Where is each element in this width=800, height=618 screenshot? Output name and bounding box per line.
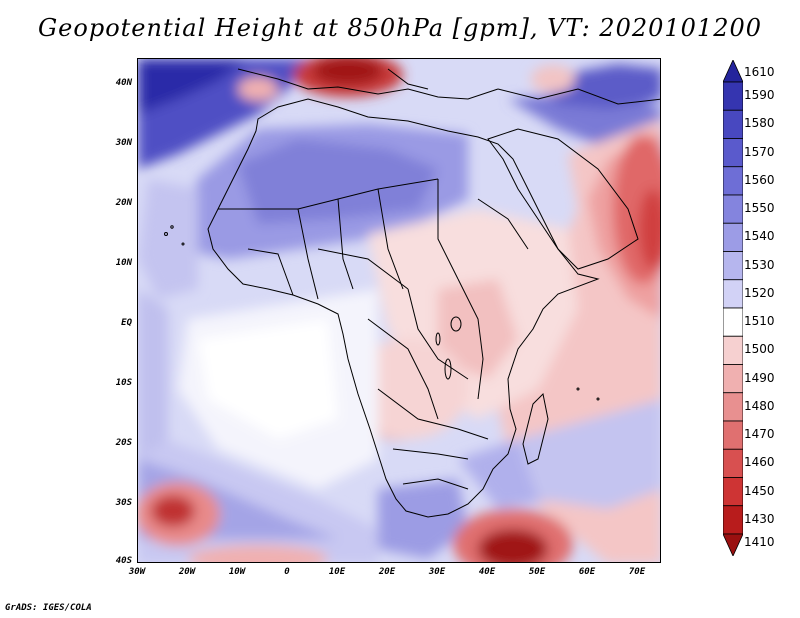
colorbar-label: 1540: [744, 229, 775, 244]
lon-label-10w: 10W: [228, 567, 246, 577]
lat-label-10s: 10S: [115, 378, 132, 388]
colorbar-segment: [723, 166, 743, 196]
colorbar-label: 1470: [744, 427, 775, 442]
lat-label-20s: 20S: [115, 438, 132, 448]
colorbar-segment: [723, 279, 743, 309]
lon-label-10e: 10E: [328, 567, 346, 577]
lon-label-30w: 30W: [128, 567, 146, 577]
colorbar-segment: [723, 505, 743, 535]
colorbar-segment: [723, 477, 743, 507]
lon-label-40e: 40E: [478, 567, 496, 577]
lon-label-20w: 20W: [178, 567, 196, 577]
colorbar-label: 1510: [744, 314, 775, 329]
colorbar-segment: [723, 222, 743, 252]
colorbar-label: 1570: [744, 144, 775, 159]
field-shading: [138, 59, 660, 562]
colorbar-label: 1550: [744, 201, 775, 216]
lon-label-50e: 50E: [528, 567, 546, 577]
colorbar-label: 1560: [744, 172, 775, 187]
colorbar: [723, 60, 743, 556]
colorbar-segment: [723, 420, 743, 450]
lon-label-20e: 20E: [378, 567, 396, 577]
lat-label-40s: 40S: [115, 556, 132, 566]
colorbar-segment: [723, 138, 743, 168]
colorbar-label: 1450: [744, 483, 775, 498]
credit-label: GrADS: IGES/COLA: [5, 603, 92, 613]
lon-label-30e: 30E: [428, 567, 446, 577]
lat-label-10n: 10N: [115, 258, 132, 268]
colorbar-label: 1460: [744, 455, 775, 470]
map-panel: [137, 58, 661, 563]
lat-label-40n: 40N: [115, 78, 132, 88]
lon-label-70e: 70E: [628, 567, 646, 577]
colorbar-label: 1580: [744, 116, 775, 131]
lat-label-30n: 30N: [115, 138, 132, 148]
colorbar-label: 1610: [744, 65, 775, 80]
lat-label-30s: 30S: [115, 498, 132, 508]
colorbar-segment: [723, 194, 743, 224]
colorbar-segment: [723, 251, 743, 281]
colorbar-segment: [723, 307, 743, 337]
colorbar-label: 1590: [744, 88, 775, 103]
colorbar-label: 1480: [744, 398, 775, 413]
lat-label-eq: EQ: [121, 318, 132, 328]
colorbar-label: 1530: [744, 257, 775, 272]
colorbar-segment: [723, 335, 743, 365]
colorbar-segment: [723, 109, 743, 139]
colorbar-label: 1490: [744, 370, 775, 385]
colorbar-bottom-triangle: [723, 533, 743, 556]
coastlines: [164, 68, 660, 518]
lon-label-60e: 60E: [578, 567, 596, 577]
colorbar-label: 1410: [744, 534, 775, 549]
colorbar-label: 1520: [744, 285, 775, 300]
colorbar-segment: [723, 448, 743, 478]
colorbar-top-triangle: [723, 60, 743, 83]
colorbar-segment: [723, 364, 743, 394]
colorbar-segment: [723, 81, 743, 111]
lat-label-20n: 20N: [115, 198, 132, 208]
colorbar-label: 1430: [744, 511, 775, 526]
chart-title: Geopotential Height at 850hPa [gpm], VT:…: [38, 14, 762, 42]
map-canvas: [138, 59, 660, 562]
lon-label-0: 0: [284, 567, 290, 577]
colorbar-label: 1500: [744, 342, 775, 357]
colorbar-segment: [723, 392, 743, 422]
